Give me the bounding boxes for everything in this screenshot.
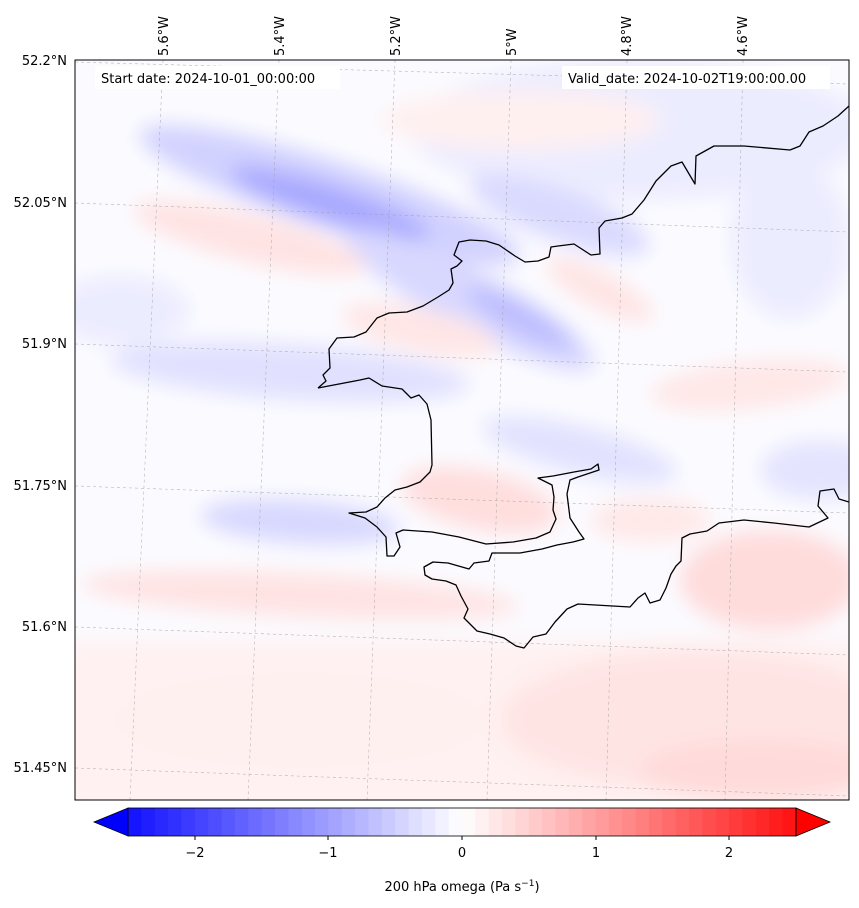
coastline: [317, 105, 849, 389]
colorbar-step: [769, 808, 784, 836]
colorbar-step: [595, 808, 610, 836]
colorbar-step: [221, 808, 236, 836]
colorbar-step: [755, 808, 770, 836]
colorbar-step: [582, 808, 597, 836]
colorbar-step: [141, 808, 156, 836]
colorbar-tick-label: −2: [185, 846, 204, 861]
colorbar-step: [328, 808, 343, 836]
lon-label: 4.8°W: [620, 16, 635, 56]
colorbar-step: [635, 808, 650, 836]
colorbar-step: [248, 808, 263, 836]
colorbar-step: [381, 808, 396, 836]
colorbar-step: [154, 808, 169, 836]
colorbar-step: [234, 808, 249, 836]
colorbar-step: [448, 808, 463, 836]
colorbar-step: [128, 808, 142, 836]
colorbar-step: [408, 808, 423, 836]
colorbar-tick-label: 0: [458, 846, 466, 861]
coastline-south: [317, 377, 849, 649]
colorbar-extend-max: [795, 807, 832, 837]
lat-label: 51.75°N: [14, 479, 67, 494]
colorbar-step: [301, 808, 316, 836]
lat-label: 51.45°N: [14, 761, 67, 776]
lat-label: 52.2°N: [22, 54, 67, 69]
valid-date-text: Valid_date: 2024-10-02T19:00:00.00: [568, 72, 806, 87]
colorbar-tick-label: 2: [725, 846, 733, 861]
colorbar-step: [168, 808, 183, 836]
lat-label: 51.6°N: [22, 620, 67, 635]
colorbar: −2 −1 0 1 2 200 hPa omega (Pa s−1): [92, 807, 832, 895]
map-frame: [74, 59, 850, 801]
colorbar-step: [181, 808, 196, 836]
lon-label: 5°W: [505, 28, 520, 56]
colorbar-step: [782, 808, 797, 836]
colorbar-step: [208, 808, 223, 836]
lat-label: 51.9°N: [22, 337, 67, 352]
header: Start date: 2024-10-01_00:00:00 Valid_da…: [95, 66, 830, 89]
lon-labels: 5.6°W 5.4°W 5.2°W 5°W 4.8°W 4.6°W: [157, 16, 751, 56]
colorbar-step: [675, 808, 690, 836]
colorbar-step: [542, 808, 557, 836]
start-date-text: Start date: 2024-10-01_00:00:00: [101, 72, 315, 87]
colorbar-step: [395, 808, 410, 836]
colorbar-step: [702, 808, 717, 836]
colorbar-step: [341, 808, 356, 836]
colorbar-step: [649, 808, 663, 836]
colorbar-step: [368, 808, 383, 836]
valid-date-box: [562, 66, 830, 89]
colorbar-step: [662, 808, 677, 836]
colorbar-step: [622, 808, 637, 836]
colorbar-step: [315, 808, 329, 836]
lon-label: 4.6°W: [736, 16, 751, 56]
colorbar-step: [288, 808, 303, 836]
colorbar-step: [689, 808, 704, 836]
lat-label: 52.05°N: [14, 196, 67, 211]
lon-label: 5.2°W: [389, 16, 404, 56]
colorbar-step: [515, 808, 530, 836]
colorbar-step: [742, 808, 757, 836]
colorbar-label: 200 hPa omega (Pa s−1): [384, 879, 539, 895]
colorbar-step: [274, 808, 289, 836]
colorbar-step: [608, 808, 623, 836]
lat-labels: 52.2°N 52.05°N 51.9°N 51.75°N 51.6°N 51.…: [14, 54, 67, 776]
colorbar-step: [488, 808, 503, 836]
colorbar-step: [421, 808, 436, 836]
omega-field: [75, 60, 849, 800]
colorbar-step: [715, 808, 730, 836]
colorbar-step: [355, 808, 370, 836]
colorbar-steps: [128, 808, 797, 836]
colorbar-step: [475, 808, 490, 836]
map-panel: [74, 59, 850, 801]
lon-label: 5.6°W: [157, 16, 172, 56]
colorbar-step: [555, 808, 570, 836]
colorbar-tick-label: −1: [318, 846, 337, 861]
colorbar-step: [502, 808, 517, 836]
colorbar-step: [194, 808, 209, 836]
colorbar-step: [261, 808, 276, 836]
colorbar-step: [568, 808, 583, 836]
colorbar-step: [435, 808, 450, 836]
colorbar-extend-min: [92, 807, 129, 837]
colorbar-step: [528, 808, 543, 836]
colorbar-tick-label: 1: [592, 846, 600, 861]
lon-label: 5.4°W: [273, 16, 288, 56]
colorbar-step: [729, 808, 744, 836]
colorbar-step: [462, 808, 476, 836]
start-date-box: [95, 66, 340, 89]
